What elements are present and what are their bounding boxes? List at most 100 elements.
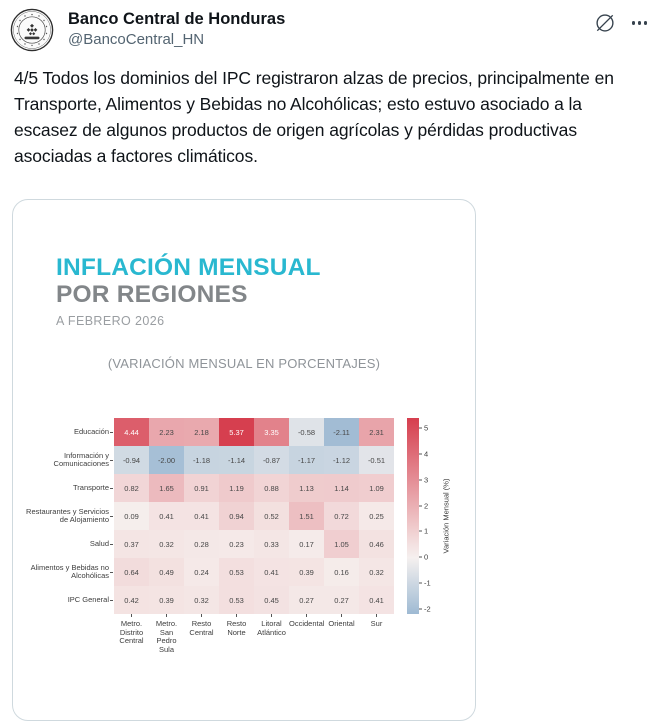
heatmap-cell: 0.49 — [149, 558, 184, 586]
row-label: Alimentos y Bebidas no Alcohólicas — [30, 562, 109, 580]
avatar[interactable] — [10, 8, 54, 52]
heatmap-cell: 0.45 — [254, 586, 289, 614]
heatmap-cell: -1.18 — [184, 446, 219, 474]
row-label: Salud — [89, 538, 109, 548]
heatmap-row: IPC General 0.42 0.39 0.32 0.53 0.45 0.27 0.27 0… — [13, 586, 475, 614]
heatmap-cell: 0.88 — [254, 474, 289, 502]
column-label: Oriental — [324, 614, 359, 654]
chart-title-block: INFLACIÓN MENSUAL POR REGIONES A FEBRERO… — [56, 254, 475, 328]
heatmap-cell: 1.14 — [324, 474, 359, 502]
row-label: Transporte — [73, 482, 109, 492]
heatmap-cell: -0.51 — [359, 446, 394, 474]
author-block: Banco Central de Honduras @BancoCentral_… — [68, 8, 594, 50]
heatmap-cell: 1.19 — [219, 474, 254, 502]
heatmap-cell: 0.37 — [114, 530, 149, 558]
column-label: Sur — [359, 614, 394, 654]
column-label: Litoral Atlántico — [254, 614, 289, 654]
heatmap-cell: 0.53 — [219, 558, 254, 586]
colorbar-tick: -1 — [419, 579, 431, 588]
y-axis-tick — [109, 502, 114, 530]
heatmap-row: Transporte 0.82 1.65 0.91 1.19 0.88 1.13 1.14 1.… — [13, 474, 475, 502]
row-label: Educación — [73, 426, 109, 436]
tweet-text: 4/5 Todos los dominios del IPC registrar… — [14, 68, 614, 166]
column-labels: Metro. Distrito Central Metro. San Pedro Sul… — [114, 614, 475, 654]
row-label: Restaurantes y Servicios de Alojamiento — [26, 506, 109, 524]
tweet-header: Banco Central de Honduras @BancoCentral_… — [0, 0, 663, 52]
heatmap-row: Alimentos y Bebidas no Alcohólicas 0.64 0.4… — [13, 558, 475, 586]
colorbar-tick: -2 — [419, 604, 431, 613]
heatmap-cell: 0.27 — [289, 586, 324, 614]
heatmap-cell: -2.00 — [149, 446, 184, 474]
column-label: Resto Norte — [219, 614, 254, 654]
grok-icon — [596, 14, 614, 32]
column-label: Resto Central — [184, 614, 219, 654]
heatmap-cell: 0.82 — [114, 474, 149, 502]
colorbar-tick: 1 — [419, 527, 428, 536]
y-axis-tick — [109, 586, 114, 614]
chart-card[interactable]: INFLACIÓN MENSUAL POR REGIONES A FEBRERO… — [12, 199, 476, 721]
heatmap-row: Información y Comunicaciones -0.94 -2.00 -1.… — [13, 446, 475, 474]
heatmap-cell: 0.24 — [184, 558, 219, 586]
heatmap-cell: 0.09 — [114, 502, 149, 530]
author-handle[interactable]: @BancoCentral_HN — [68, 31, 205, 48]
chart-caption: (VARIACIÓN MENSUAL EN PORCENTAJES) — [107, 356, 381, 371]
x-axis-tick — [131, 614, 132, 617]
heatmap-cell: 1.13 — [289, 474, 324, 502]
x-axis-tick — [341, 614, 342, 617]
x-axis-tick — [376, 614, 377, 617]
chart-title-line2: POR REGIONES — [56, 281, 248, 308]
colorbar — [407, 418, 419, 614]
heatmap-cell: 0.64 — [114, 558, 149, 586]
y-axis-tick — [109, 530, 114, 558]
heatmap-cell: 0.41 — [149, 502, 184, 530]
heatmap-cell: -1.17 — [289, 446, 324, 474]
heatmap-cell: 0.32 — [184, 586, 219, 614]
x-axis-tick — [166, 614, 167, 617]
x-axis-tick — [271, 614, 272, 617]
colorbar-tick: 5 — [419, 424, 428, 433]
chart-title-line1: INFLACIÓN MENSUAL — [56, 254, 321, 281]
y-axis-tick — [109, 418, 114, 446]
heatmap-cell: 0.94 — [219, 502, 254, 530]
heatmap-row: Restaurantes y Servicios de Alojamiento 0.… — [13, 502, 475, 530]
heatmap-cell: 0.53 — [219, 586, 254, 614]
column-label: Occidental — [289, 614, 324, 654]
heatmap-cell: 0.39 — [149, 586, 184, 614]
colorbar-tick: 2 — [419, 501, 428, 510]
heatmap-cell: 1.09 — [359, 474, 394, 502]
header-actions — [594, 8, 647, 34]
heatmap-cell: 5.37 — [219, 418, 254, 446]
colorbar-tick: 4 — [419, 450, 428, 459]
colorbar-tick: 3 — [419, 475, 428, 484]
heatmap-cell: 0.46 — [359, 530, 394, 558]
heatmap-cell: 4.44 — [114, 418, 149, 446]
heatmap-cell: 0.41 — [184, 502, 219, 530]
y-axis-tick — [109, 558, 114, 586]
heatmap-cell: 2.18 — [184, 418, 219, 446]
row-label: Información y Comunicaciones — [53, 450, 109, 468]
heatmap-cell: 0.91 — [184, 474, 219, 502]
x-axis-tick — [236, 614, 237, 617]
heatmap-row: Educación 4.44 2.23 2.18 5.37 3.35 -0.58 -2.11 2… — [13, 418, 475, 446]
heatmap-cell: 0.39 — [289, 558, 324, 586]
author-name[interactable]: Banco Central de Honduras — [68, 10, 286, 28]
heatmap-cell: 0.23 — [219, 530, 254, 558]
heatmap: Educación 4.44 2.23 2.18 5.37 3.35 -0.58 -2.11 2… — [13, 418, 475, 678]
heatmap-cell: 0.41 — [359, 586, 394, 614]
colorbar-tick: 0 — [419, 553, 428, 562]
x-axis-tick — [201, 614, 202, 617]
heatmap-cell: 0.32 — [149, 530, 184, 558]
grok-button[interactable] — [594, 12, 616, 34]
heatmap-cell: 0.32 — [359, 558, 394, 586]
chart-subtitle-date: A FEBRERO 2026 — [56, 314, 165, 328]
heatmap-cell: -2.11 — [324, 418, 359, 446]
heatmap-cell: 0.17 — [289, 530, 324, 558]
heatmap-cell: 2.31 — [359, 418, 394, 446]
heatmap-cell: 0.52 — [254, 502, 289, 530]
heatmap-cell: 0.27 — [324, 586, 359, 614]
heatmap-cell: 0.72 — [324, 502, 359, 530]
colorbar-axis-label: Variación Mensual (%) — [441, 478, 451, 554]
more-button[interactable] — [631, 21, 647, 25]
y-axis-tick — [109, 474, 114, 502]
heatmap-cell: 0.16 — [324, 558, 359, 586]
